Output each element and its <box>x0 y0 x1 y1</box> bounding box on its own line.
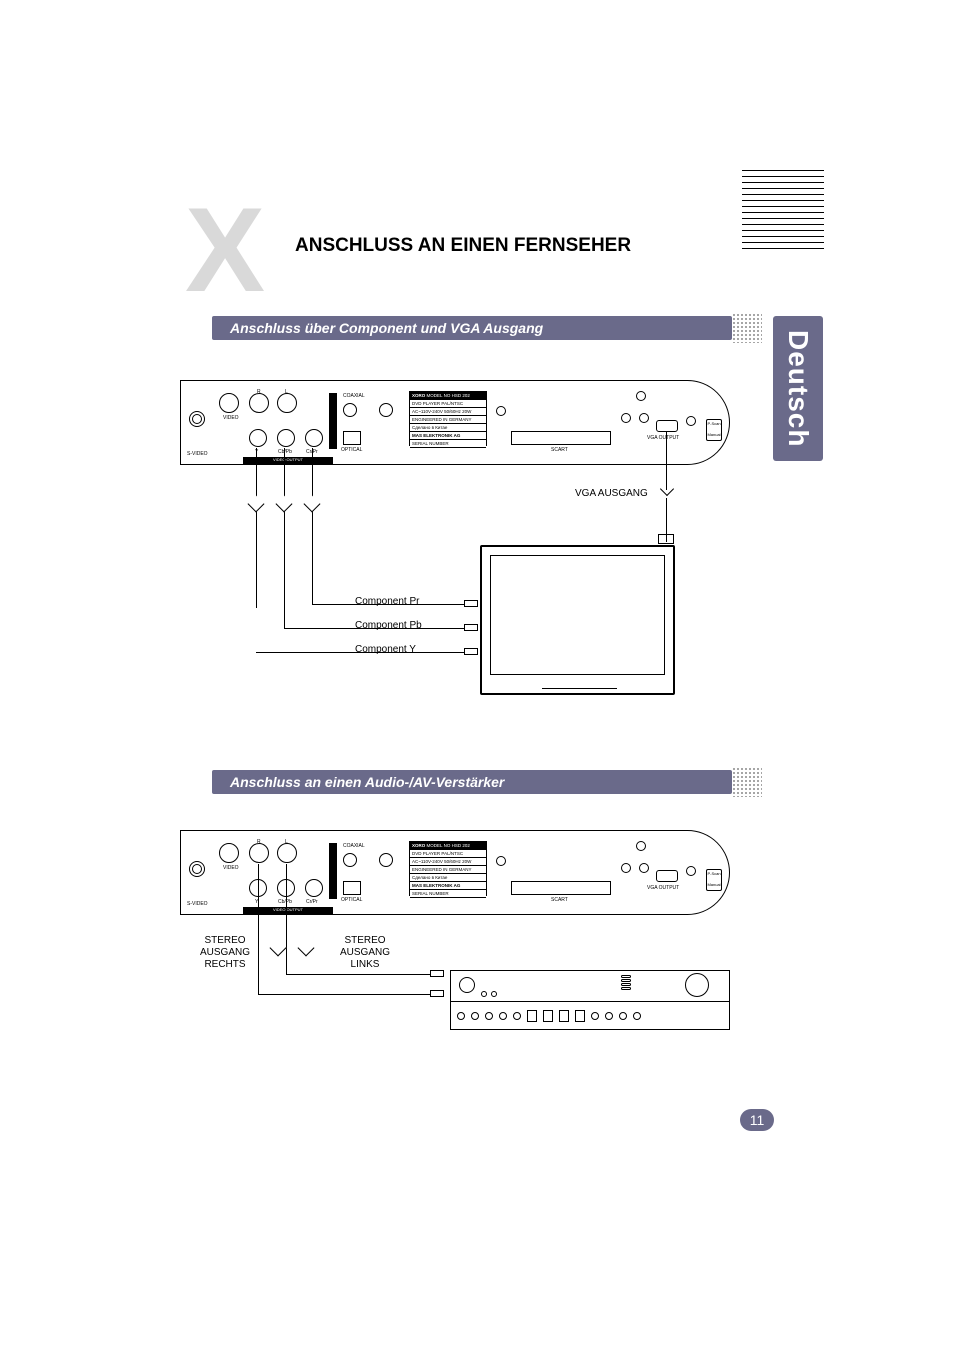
rca-plug <box>464 648 478 655</box>
arrow-down-icon <box>270 940 287 957</box>
volume-knob <box>685 973 709 997</box>
scart-label: SCART <box>551 447 568 453</box>
svideo-label: S-VIDEO <box>187 451 208 457</box>
cr-jack <box>305 429 323 447</box>
rca-plug <box>430 970 444 977</box>
coax-ring <box>379 403 393 417</box>
label-pr: Component Pr <box>355 596 419 607</box>
page-root: X ANSCHLUSS AN EINEN FERNSEHER Deutsch A… <box>0 0 954 1351</box>
audio-l-jack-2 <box>277 843 297 863</box>
cable-audio-l <box>286 864 287 974</box>
page-title: ANSCHLUSS AN EINEN FERNSEHER <box>295 235 631 257</box>
logo-x: X <box>185 190 265 310</box>
audio-r-jack <box>249 393 269 413</box>
arrow-down-icon <box>276 496 293 513</box>
audio-l-jack <box>277 393 297 413</box>
video-jack <box>219 393 239 413</box>
header-rules <box>742 170 824 254</box>
arrow-down-icon <box>298 940 315 957</box>
section1-bar: Anschluss über Component und VGA Ausgang <box>212 316 732 340</box>
audio-output-bar <box>329 393 337 449</box>
rear-panel-1: S-VIDEO VIDEO R L Y Cb/Pb Cr/Pr VIDEO OU… <box>180 380 730 465</box>
arrow-down-icon <box>660 482 674 496</box>
stereo-right-label: STEREO AUSGANG RECHTS <box>190 935 260 971</box>
diagram-audio-amp: S-VIDEO VIDEO R L Y Cb/Pb Cr/Pr VIDEO OU… <box>180 830 740 1050</box>
section2-bar: Anschluss an einen Audio-/AV-Verstärker <box>212 770 732 794</box>
stereo-left-label: STEREO AUSGANG LINKS <box>330 935 400 971</box>
language-tab-label: Deutsch <box>782 330 814 447</box>
pscan-switch: P-Scan Manual <box>706 419 722 441</box>
vga-ausgang-label: VGA AUSGANG <box>575 488 648 499</box>
tv-monitor <box>480 545 675 695</box>
shade-dots-1 <box>732 313 762 343</box>
rca-plug <box>464 624 478 631</box>
cable-pb <box>284 448 285 588</box>
coaxial-jack <box>343 403 357 417</box>
audio-r-jack-2 <box>249 843 269 863</box>
language-tab: Deutsch <box>773 316 823 461</box>
rear-panel-2: S-VIDEO VIDEO R L Y Cb/Pb Cr/Pr VIDEO OU… <box>180 830 730 915</box>
label-pb: Component Pb <box>355 620 422 631</box>
vga-output-label: VGA OUTPUT <box>647 435 679 441</box>
diagram-component-vga: S-VIDEO VIDEO R L Y Cb/Pb Cr/Pr VIDEO OU… <box>180 380 740 720</box>
optical-jack <box>343 431 361 445</box>
scart-connector <box>511 431 611 445</box>
rca-plug <box>430 990 444 997</box>
rca-plug <box>464 600 478 607</box>
y-jack <box>249 429 267 447</box>
vga-plug <box>658 534 674 544</box>
section2-title: Anschluss an einen Audio-/AV-Verstärker <box>230 774 504 790</box>
arrow-down-icon <box>304 496 321 513</box>
cable-y <box>256 448 257 608</box>
info-box: XORO MODEL NO HSD 202 DVD PLAYER PAL/NTS… <box>409 391 487 446</box>
label-y: Component Y <box>355 644 416 655</box>
cb-jack <box>277 429 295 447</box>
av-amplifier <box>450 970 730 1030</box>
arrow-down-icon <box>248 496 265 513</box>
shade-dots-2 <box>732 767 762 797</box>
page-number: 11 <box>740 1109 774 1131</box>
section1-title: Anschluss über Component und VGA Ausgang <box>230 320 543 336</box>
cable-audio-r <box>258 864 259 994</box>
video-label: VIDEO <box>223 415 239 421</box>
vga-connector <box>656 420 678 432</box>
